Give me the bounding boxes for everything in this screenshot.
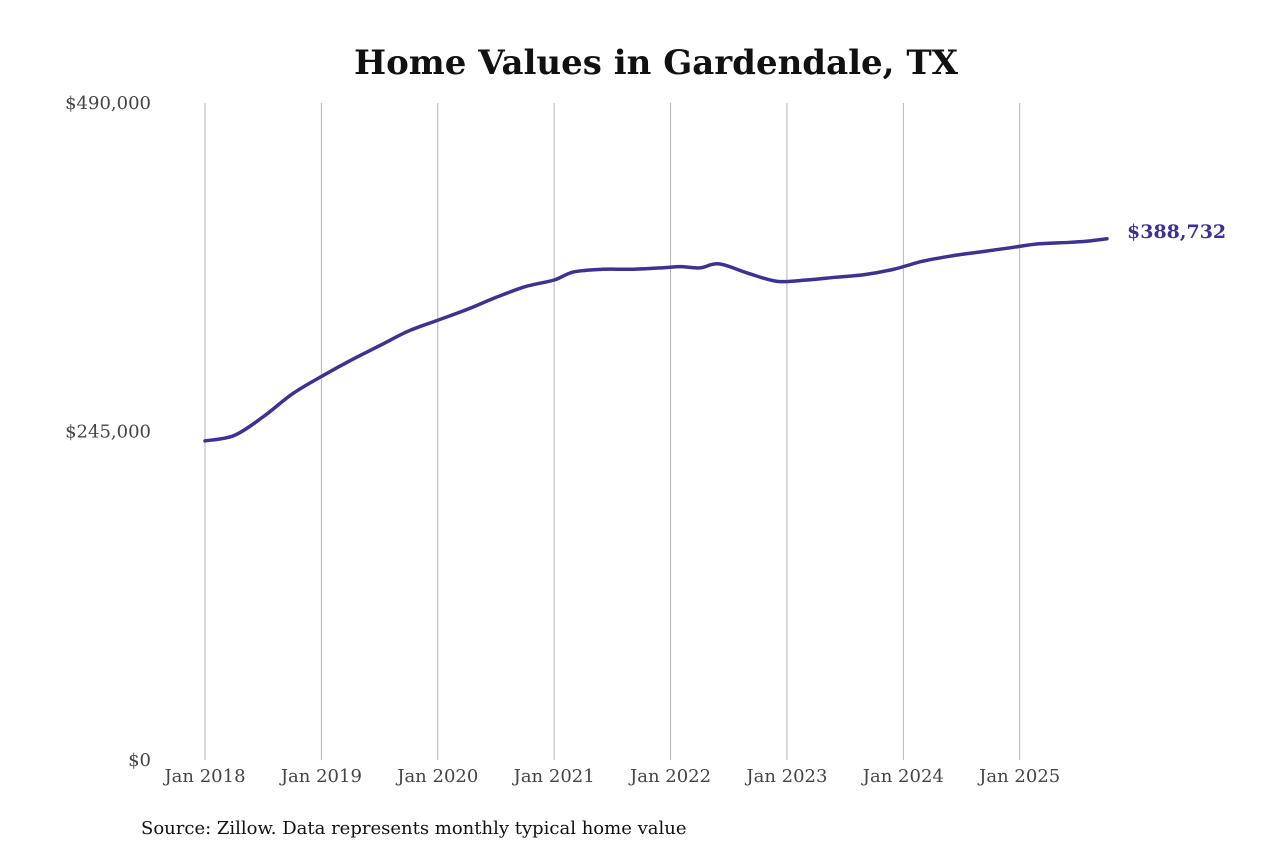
y-tick-label: $245,000: [65, 422, 151, 443]
x-tick-label: Jan 2022: [628, 766, 711, 787]
series-line: [203, 237, 1109, 443]
x-tick-label: Jan 2025: [977, 766, 1060, 787]
x-axis: Jan 2018 Jan 2019 Jan 2020 Jan 2021 Jan 2022…: [162, 766, 1060, 787]
chart-title: Home Values in Gardendale, TX: [354, 43, 959, 83]
y-tick-label: $0: [128, 750, 151, 771]
last-value-label: $388,732: [1127, 221, 1226, 243]
source-note: Source: Zillow. Data represents monthly …: [141, 818, 687, 839]
y-tick-label: $490,000: [65, 93, 151, 114]
x-tick-label: Jan 2019: [279, 766, 362, 787]
gridlines: [204, 103, 1021, 760]
y-axis: $0 $245,000 $490,000: [65, 93, 151, 771]
x-tick-label: Jan 2021: [512, 766, 595, 787]
x-tick-label: Jan 2018: [162, 766, 245, 787]
x-tick-label: Jan 2024: [861, 766, 944, 787]
x-tick-label: Jan 2023: [744, 766, 827, 787]
x-tick-label: Jan 2020: [395, 766, 478, 787]
